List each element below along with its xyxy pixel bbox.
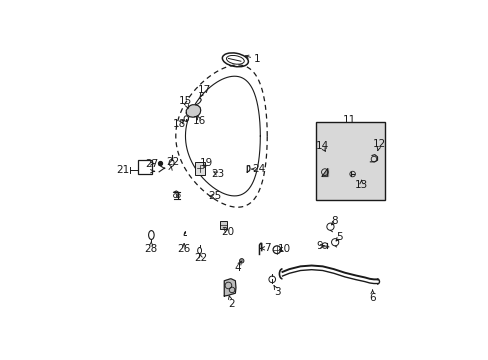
Text: 26: 26 (177, 244, 190, 254)
Circle shape (239, 258, 244, 263)
Bar (315, 122, 384, 200)
Text: 23: 23 (211, 169, 224, 179)
Text: 25: 25 (208, 191, 221, 201)
Bar (138, 159, 151, 174)
Bar (195, 162, 205, 175)
Text: 28: 28 (144, 244, 157, 254)
Text: 4: 4 (234, 263, 240, 273)
Text: 8: 8 (331, 216, 338, 226)
Text: 20: 20 (221, 227, 234, 237)
Text: 14: 14 (315, 141, 328, 151)
Polygon shape (224, 279, 235, 296)
Text: 10: 10 (277, 244, 290, 254)
Text: 27: 27 (145, 159, 158, 169)
Text: 18: 18 (173, 119, 186, 129)
Text: 15: 15 (178, 96, 191, 106)
Polygon shape (322, 168, 327, 176)
Text: 2: 2 (227, 299, 234, 309)
Text: 22: 22 (194, 253, 207, 263)
Text: 17: 17 (198, 85, 211, 95)
Text: 19: 19 (199, 158, 212, 168)
Text: 13: 13 (354, 180, 367, 190)
Text: 6: 6 (368, 293, 375, 303)
Text: 24: 24 (252, 164, 265, 174)
Text: 21: 21 (116, 165, 129, 175)
Bar (219, 221, 227, 229)
Text: 1: 1 (254, 54, 260, 64)
Circle shape (158, 162, 162, 166)
Text: 3: 3 (274, 287, 281, 297)
Text: 12: 12 (372, 139, 386, 149)
Text: 16: 16 (193, 116, 206, 126)
Polygon shape (186, 105, 200, 117)
Text: 7: 7 (264, 243, 270, 253)
Text: 5: 5 (336, 232, 343, 242)
Text: 22: 22 (165, 157, 179, 167)
Text: 11: 11 (343, 115, 356, 125)
Text: 9: 9 (315, 241, 322, 251)
